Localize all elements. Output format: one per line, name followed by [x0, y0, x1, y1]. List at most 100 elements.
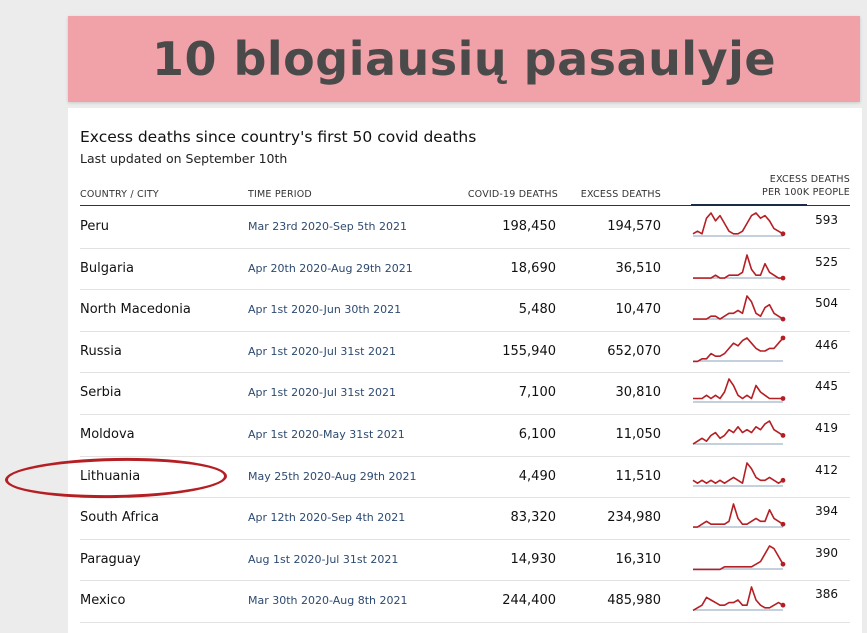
country-name: South Africa: [80, 510, 159, 526]
sparkline-endpoint: [780, 522, 786, 527]
time-period: Apr 1st 2020-May 31st 2021: [248, 428, 405, 441]
table-row: Moldova Apr 1st 2020-May 31st 2021 6,100 11…: [80, 414, 850, 457]
time-period: Apr 1st 2020-Jul 31st 2021: [248, 344, 396, 358]
time-period: Mar 23rd 2020-Sep 5th 2021: [248, 220, 408, 233]
header-divider-accent: [691, 204, 807, 206]
excess-per-100k-value: 525: [815, 254, 838, 269]
table-subtitle: Last updated on September 10th: [80, 151, 288, 166]
trend-sparkline: [691, 459, 787, 495]
sparkline-svg: [692, 212, 786, 237]
sparkline-line: [692, 461, 784, 484]
column-header-country: COUNTRY / CITY: [80, 189, 159, 200]
table-row: Peru Mar 23rd 2020-Sep 5th 2021 198,450 194…: [80, 206, 850, 249]
excess-deaths-value: 194,570: [607, 219, 661, 234]
covid-deaths-value: 155,940: [502, 343, 556, 359]
excess-per-100k-value: 390: [815, 545, 838, 560]
country-name: Bulgaria: [80, 260, 134, 276]
excess-deaths-value: 36,510: [615, 260, 662, 276]
trend-sparkline: [691, 209, 787, 245]
table-row: Lithuania May 25th 2020-Aug 29th 2021 4,49…: [80, 456, 850, 499]
time-period: Mar 30th 2020-Aug 8th 2021: [248, 594, 408, 608]
slide-title-banner: 10 blogiausių pasaulyje: [68, 16, 860, 102]
excess-deaths-table-card: Excess deaths since country's first 50 c…: [68, 108, 862, 633]
sparkline-line: [693, 378, 783, 400]
time-period: Apr 1st 2020-Jul 31st 2021: [248, 386, 396, 400]
time-period: Aug 1st 2020-Jul 31st 2021: [248, 552, 399, 566]
column-header-per-100k: EXCESS DEATHS PER 100K PEOPLE: [762, 174, 850, 198]
time-period: Apr 1st 2020-Jun 30th 2021: [248, 303, 402, 317]
excess-per-100k-value: 593: [815, 213, 838, 227]
sparkline-svg: [692, 461, 786, 487]
sparkline-line: [693, 336, 784, 362]
covid-deaths-value: 4,490: [518, 468, 556, 484]
sparkline-endpoint: [780, 477, 786, 483]
country-name: North Macedonia: [80, 302, 191, 318]
country-name: Moldova: [80, 427, 135, 442]
table-row: Serbia Apr 1st 2020-Jul 31st 2021 7,100 30,…: [80, 372, 850, 415]
trend-sparkline: [691, 500, 787, 536]
country-name: Serbia: [80, 385, 122, 401]
country-name: Russia: [80, 343, 122, 359]
table-row: South Africa Apr 12th 2020-Sep 4th 2021 83…: [80, 497, 850, 540]
sparkline-svg: [692, 420, 786, 445]
excess-per-100k-value: 504: [815, 296, 838, 311]
excess-deaths-value: 485,980: [607, 593, 661, 609]
column-header-time-period: TIME PERIOD: [248, 189, 312, 200]
trend-sparkline: [691, 292, 787, 328]
excess-per-100k-value: 394: [815, 504, 838, 519]
covid-deaths-value: 6,100: [518, 427, 556, 442]
sparkline-line: [693, 544, 784, 570]
country-name: Lithuania: [80, 468, 141, 484]
sparkline-line: [692, 586, 784, 612]
country-name: Mexico: [80, 593, 126, 609]
sparkline-svg: [692, 586, 786, 612]
trend-sparkline: [691, 251, 787, 287]
time-period: May 25th 2020-Aug 29th 2021: [248, 469, 417, 483]
column-header-per-100k-line1: EXCESS DEATHS: [769, 174, 850, 185]
covid-deaths-value: 18,690: [510, 260, 557, 276]
excess-deaths-value: 30,810: [615, 385, 662, 401]
sparkline-svg: [693, 544, 786, 570]
column-header-per-100k-line2: PER 100K PEOPLE: [762, 187, 850, 198]
trend-sparkline: [691, 583, 787, 619]
sparkline-endpoint: [780, 433, 786, 438]
covid-deaths-value: 14,930: [510, 551, 557, 567]
sparkline-endpoint: [780, 561, 786, 567]
sparkline-svg: [693, 253, 786, 281]
header-divider: [80, 205, 850, 206]
excess-deaths-value: 652,070: [607, 343, 661, 359]
excess-deaths-value: 16,310: [615, 551, 662, 567]
table-row: Bulgaria Apr 20th 2020-Aug 29th 2021 18,69…: [80, 248, 850, 291]
table-row: North Macedonia Apr 1st 2020-Jun 30th 202…: [80, 289, 850, 332]
excess-per-100k-value: 445: [815, 379, 838, 394]
covid-deaths-value: 83,320: [510, 510, 557, 526]
excess-deaths-value: 10,470: [615, 302, 662, 318]
sparkline-endpoint: [780, 603, 786, 608]
sparkline-line: [692, 420, 784, 445]
country-name: Paraguay: [80, 551, 141, 567]
trend-sparkline: [691, 375, 787, 411]
sparkline-svg: [693, 378, 786, 403]
sparkline-line: [693, 253, 783, 279]
covid-deaths-value: 198,450: [502, 219, 556, 234]
sparkline-endpoint: [780, 335, 786, 341]
excess-per-100k-value: 446: [815, 337, 838, 352]
column-header-covid-deaths: COVID-19 DEATHS: [467, 189, 558, 200]
column-header-excess-deaths: EXCESS DEATHS: [580, 189, 661, 200]
sparkline-svg: [693, 335, 786, 362]
country-name: Peru: [80, 219, 109, 234]
excess-deaths-value: 11,510: [615, 468, 662, 484]
excess-per-100k-value: 386: [815, 587, 838, 602]
trend-sparkline: [691, 417, 787, 453]
table-row: Russia Apr 1st 2020-Jul 31st 2021 155,940 6…: [80, 331, 850, 374]
excess-per-100k-value: 419: [815, 421, 838, 435]
excess-deaths-value: 11,050: [615, 427, 662, 442]
trend-sparkline: [691, 542, 787, 578]
excess-per-100k-value: 412: [815, 462, 838, 477]
trend-sparkline: [691, 334, 787, 370]
table-title: Excess deaths since country's first 50 c…: [80, 128, 477, 146]
covid-deaths-value: 244,400: [502, 593, 556, 609]
sparkline-svg: [693, 503, 786, 529]
sparkline-endpoint: [780, 275, 786, 281]
sparkline-line: [693, 503, 784, 529]
